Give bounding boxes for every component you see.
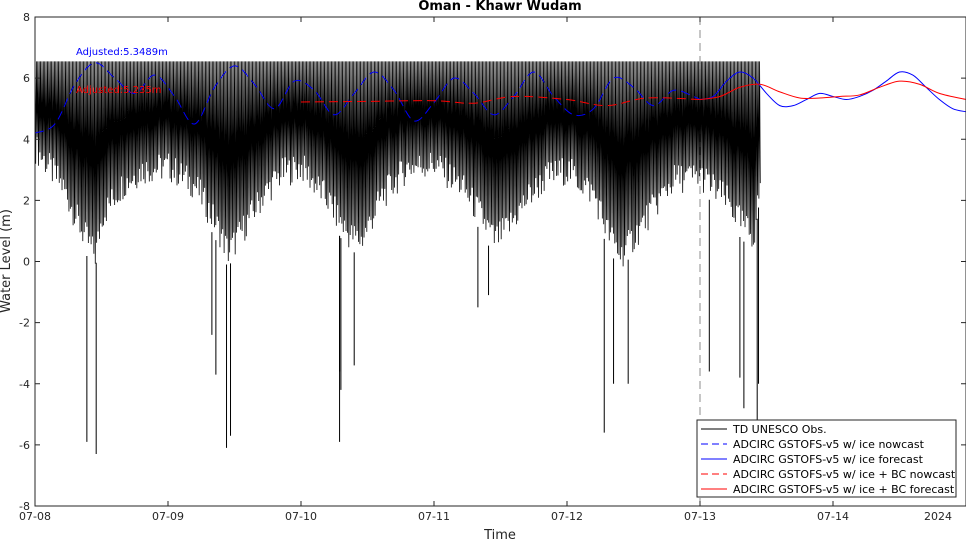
x-tick-label: 07-13 xyxy=(684,510,716,523)
y-tick-label: 6 xyxy=(23,72,30,85)
y-axis: -8 -6 -4 -2 0 2 4 6 8 xyxy=(19,11,966,513)
series-icebc-nowcast-line xyxy=(300,95,701,107)
x-axis-title: Time xyxy=(483,528,516,541)
y-tick-label: -6 xyxy=(19,439,30,452)
x-tick-label: 07-12 xyxy=(551,510,583,523)
x-year-label: 2024 xyxy=(924,510,952,523)
y-tick-label: 8 xyxy=(23,11,30,24)
legend-label: ADCIRC GSTOFS-v5 w/ ice nowcast xyxy=(733,438,925,451)
y-tick-label: -4 xyxy=(19,378,30,391)
x-axis: 07-08 07-09 07-10 07-11 07-12 07-13 07-14 xyxy=(19,17,849,523)
y-tick-label: -2 xyxy=(19,317,30,330)
x-tick-label: 07-08 xyxy=(19,510,51,523)
legend-label: ADCIRC GSTOFS-v5 w/ ice + BC forecast xyxy=(733,483,955,496)
x-tick-label: 07-11 xyxy=(418,510,450,523)
legend-label: ADCIRC GSTOFS-v5 w/ ice + BC nowcast xyxy=(733,468,956,481)
series-ice-forecast-line xyxy=(699,71,966,113)
annotation-blue: Adjusted:5.3489m xyxy=(76,47,168,58)
annotation-red: Adjusted:5.235m xyxy=(76,85,162,96)
series-icebc-forecast-line xyxy=(699,80,966,101)
series-obs-line xyxy=(34,61,761,267)
series-layer xyxy=(34,17,966,506)
x-tick-label: 07-09 xyxy=(152,510,184,523)
x-tick-label: 07-10 xyxy=(285,510,317,523)
y-tick-label: 0 xyxy=(23,256,30,269)
x-tick-label: 07-14 xyxy=(817,510,849,523)
legend-box xyxy=(696,419,957,498)
legend-label: TD UNESCO Obs. xyxy=(732,423,827,436)
legend-label: ADCIRC GSTOFS-v5 w/ ice forecast xyxy=(733,453,924,466)
y-tick-label: 4 xyxy=(23,133,30,146)
series-ice-nowcast-line xyxy=(34,62,701,134)
y-axis-title: Water Level (m) xyxy=(0,209,14,313)
legend: TD UNESCO Obs. ADCIRC GSTOFS-v5 w/ ice no… xyxy=(696,419,957,498)
y-tick-label: 2 xyxy=(23,194,30,207)
chart-title: Oman - Khawr Wudam xyxy=(418,0,581,14)
y-tick-label: -8 xyxy=(19,500,30,513)
